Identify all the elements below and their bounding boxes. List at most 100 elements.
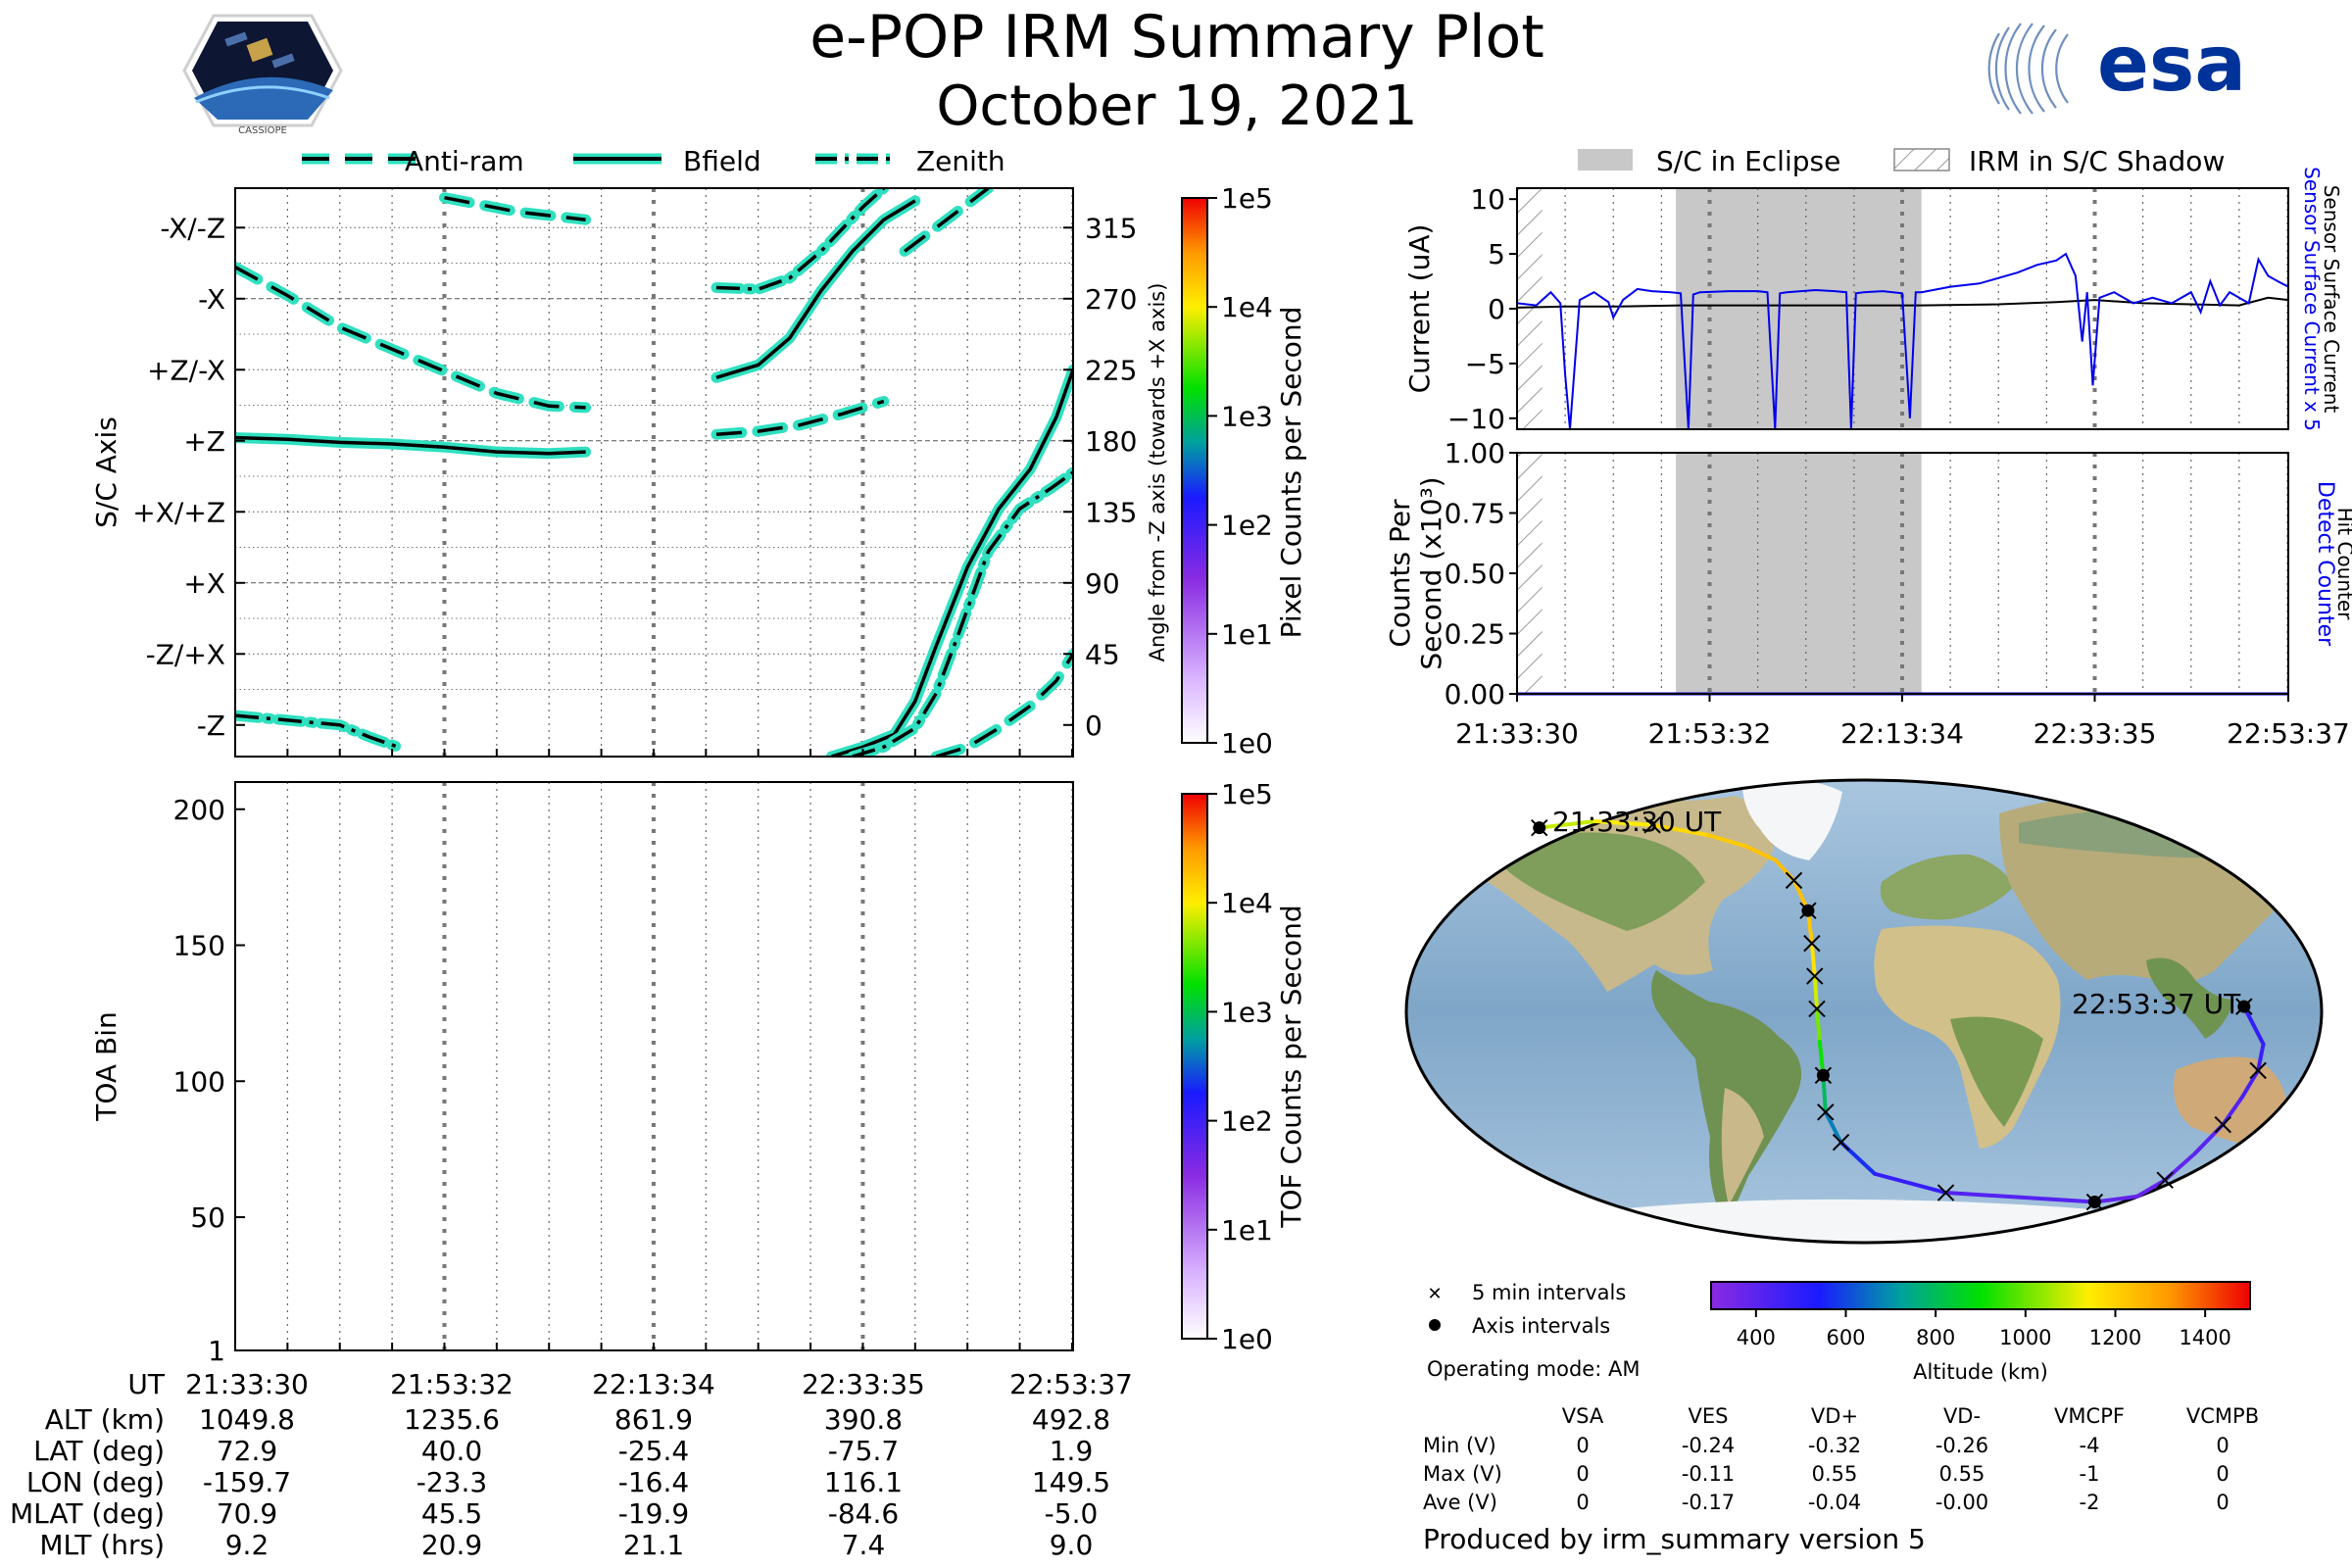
produced-by: Produced by irm_summary version 5 [1423, 1523, 1926, 1555]
ground-track-segment [1809, 941, 1817, 979]
voltage-cell: -0.00 [1936, 1491, 1988, 1514]
counts-ylabel-2: Second (x10³) [1415, 476, 1447, 669]
sc-axis-tick-label: -Z [197, 710, 225, 742]
shadow-band [1517, 453, 1543, 694]
five-min-marker [2214, 1115, 2231, 1134]
ephemeris-cell: 22:33:35 [802, 1368, 925, 1400]
legend-label-bfield: Bfield [683, 145, 761, 177]
page-title: e-POP IRM Summary Plot [809, 3, 1544, 72]
voltage-cell: -0.24 [1682, 1434, 1735, 1457]
sc-axis-tick-label: -Z/+X [146, 638, 225, 670]
esa-logo: esa [1987, 21, 2246, 115]
voltage-cell: -0.17 [1682, 1491, 1735, 1514]
ephemeris-cell: -19.9 [618, 1497, 689, 1530]
colorbar-tick-label: 1e2 [1221, 510, 1273, 542]
orbit-map: 21:33:30 UT 22:53:37 UT [1404, 778, 2324, 1245]
ground-track-segment [1815, 1006, 1822, 1044]
operating-mode: Operating mode: AM [1427, 1357, 1640, 1381]
ephemeris-row-label: LAT (deg) [33, 1435, 165, 1467]
voltage-header: VES [1689, 1404, 1729, 1428]
sc-axis-tick-label: -X [198, 283, 225, 316]
ephemeris-cell: 20.9 [421, 1529, 482, 1561]
series-line-anti-ram [904, 188, 990, 253]
angle-ylabel: Angle from -Z axis (towards +X axis) [1146, 283, 1169, 662]
angle-tick-label: 270 [1085, 283, 1137, 316]
ground-track-segment [1812, 974, 1820, 1011]
colorbar-tick-label: 1e0 [1221, 727, 1273, 760]
esa-logo-text: esa [2097, 21, 2246, 109]
five-min-marker [1785, 871, 1803, 890]
voltage-cell: -0.32 [1808, 1434, 1861, 1457]
ground-track-segment [1706, 833, 1748, 849]
ephemeris-cell: 861.9 [614, 1403, 693, 1436]
ephemeris-cell: 22:53:37 [1009, 1368, 1133, 1400]
voltage-cell: 0 [1576, 1491, 1589, 1514]
colorbar-tick-label: 1e4 [1221, 291, 1273, 323]
eclipse-band [1676, 453, 1922, 694]
series-line-bfield [830, 368, 1073, 757]
ephemeris-cell: 72.9 [217, 1435, 277, 1467]
current-line [1517, 296, 2288, 309]
ground-track-segment [1537, 818, 1597, 830]
current-tick-label: −5 [1465, 348, 1505, 380]
voltage-row-label: Min (V) [1423, 1434, 1496, 1457]
sc-axis-ylabel: S/C Axis [90, 416, 122, 528]
colorbar-tick-label: 1e5 [1221, 778, 1273, 810]
time-tick-label: 21:53:32 [1648, 717, 1772, 750]
counts-panel: 1.00 0.75 0.50 0.25 0.00 21:33:30 21:53:32 22:1… [1384, 437, 2352, 750]
voltage-cell: -2 [2080, 1491, 2100, 1514]
eclipse-band [1676, 188, 1922, 429]
ephemeris-cell: 1235.6 [404, 1403, 500, 1436]
voltage-cell: 0.55 [1812, 1462, 1858, 1486]
current-right-label-1: Sensor Surface Current x 5 [2300, 167, 2324, 431]
voltage-header: VSA [1562, 1404, 1604, 1428]
voltage-cell: 0 [1576, 1462, 1589, 1486]
ephemeris-cell: 70.9 [217, 1497, 277, 1530]
colorbar-tick-label: 1e1 [1221, 618, 1273, 651]
series-line-anti-ram [935, 653, 1073, 757]
pixel-colorbar-label: Pixel Counts per Second [1275, 307, 1307, 639]
time-tick-label: 22:13:34 [1840, 717, 1964, 750]
ephemeris-row-label: MLT (hrs) [39, 1529, 165, 1561]
counts-tick-label: 0.00 [1445, 678, 1505, 710]
ephemeris-cell: -84.6 [828, 1497, 899, 1530]
ephemeris-cell: -5.0 [1045, 1497, 1099, 1530]
voltage-row-label: Ave (V) [1423, 1491, 1497, 1514]
sc-axis-tick-label: +Z [183, 425, 225, 458]
ephemeris-row-label: UT [127, 1368, 165, 1400]
ephemeris-cell: 21:33:30 [185, 1368, 309, 1400]
legend-label-shadow: IRM in S/C Shadow [1969, 145, 2225, 177]
counts-tick-label: 0.25 [1445, 618, 1505, 651]
voltage-cell: 0 [2216, 1434, 2229, 1457]
ephemeris-cell: 390.8 [824, 1403, 903, 1436]
ground-track-segment [1743, 844, 1778, 862]
angle-tick-label: 45 [1085, 638, 1120, 670]
ephemeris-cell: 1.9 [1050, 1435, 1094, 1467]
altitude-tick-label: 400 [1737, 1326, 1776, 1349]
legend-label-eclipse: S/C in Eclipse [1656, 145, 1840, 177]
series-line-zenith [852, 470, 1073, 757]
tof-colorbar: 1e5 1e4 1e3 1e2 1e1 1e0 TOF Counts per Second [1181, 778, 1307, 1355]
five-min-legend-marker: ✕ [1427, 1284, 1442, 1304]
axis-legend-marker [1429, 1319, 1441, 1331]
altitude-colorbar: 400 600 800 1000 1200 1400 Altitude (km) [1710, 1281, 2251, 1384]
map-start-label: 21:33:30 UT [1552, 806, 1722, 838]
five-min-marker [2085, 1193, 2104, 1211]
legend-label-zenith: Zenith [916, 145, 1005, 177]
ground-track-segment [1592, 818, 1655, 827]
current-line [1517, 252, 2288, 429]
five-min-marker [1808, 1000, 1826, 1018]
legend-label-antiram: Anti-ram [405, 145, 524, 177]
current-tick-label: 0 [1488, 293, 1505, 325]
series-line-zenith [235, 713, 404, 751]
angle-tick-label: 180 [1085, 425, 1137, 458]
voltage-header: VD+ [1811, 1404, 1858, 1428]
counts-right-label-1: Detect Counter [2313, 481, 2337, 647]
ground-track-segment [1823, 1109, 1843, 1145]
colorbar-tick-label: 1e5 [1221, 182, 1273, 215]
ephemeris-cell: 9.0 [1050, 1529, 1094, 1561]
ground-track-segment [2092, 1194, 2139, 1204]
